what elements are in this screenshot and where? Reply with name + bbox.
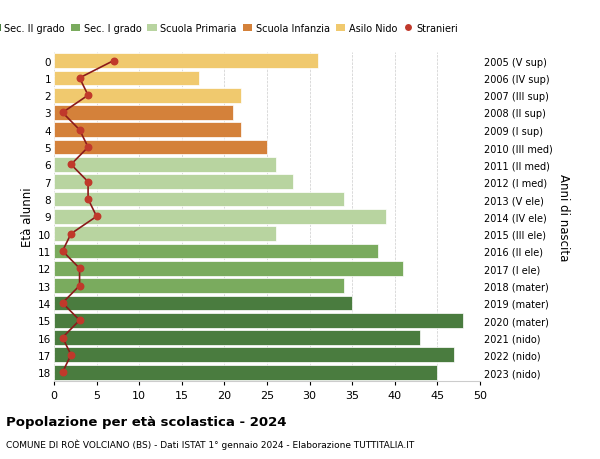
Bar — [54, 89, 241, 103]
Text: Popolazione per età scolastica - 2024: Popolazione per età scolastica - 2024 — [6, 415, 287, 428]
Bar — [54, 244, 378, 259]
Point — [58, 334, 67, 341]
Bar — [54, 227, 275, 241]
Bar — [54, 348, 454, 363]
Y-axis label: Età alunni: Età alunni — [21, 187, 34, 246]
Point — [58, 369, 67, 376]
Point — [83, 144, 93, 151]
Legend: Sec. II grado, Sec. I grado, Scuola Primaria, Scuola Infanzia, Asilo Nido, Stran: Sec. II grado, Sec. I grado, Scuola Prim… — [0, 20, 461, 38]
Bar — [54, 365, 437, 380]
Point — [75, 265, 85, 272]
Bar — [54, 175, 293, 190]
Bar — [54, 158, 275, 173]
Bar — [54, 123, 241, 138]
Bar — [54, 71, 199, 86]
Point — [75, 282, 85, 290]
Point — [75, 127, 85, 134]
Bar — [54, 210, 386, 224]
Point — [58, 248, 67, 255]
Bar — [54, 279, 344, 293]
Y-axis label: Anni di nascita: Anni di nascita — [557, 174, 569, 260]
Point — [58, 110, 67, 117]
Point — [75, 317, 85, 324]
Point — [92, 213, 101, 220]
Bar — [54, 54, 318, 69]
Point — [83, 179, 93, 186]
Bar — [54, 261, 403, 276]
Bar — [54, 192, 344, 207]
Text: COMUNE DI ROÈ VOLCIANO (BS) - Dati ISTAT 1° gennaio 2024 - Elaborazione TUTTITAL: COMUNE DI ROÈ VOLCIANO (BS) - Dati ISTAT… — [6, 438, 414, 449]
Bar — [54, 296, 352, 311]
Bar — [54, 313, 463, 328]
Point — [83, 92, 93, 100]
Point — [66, 352, 76, 359]
Point — [58, 300, 67, 307]
Point — [83, 196, 93, 203]
Bar — [54, 106, 233, 121]
Point — [75, 75, 85, 82]
Bar — [54, 330, 421, 345]
Point — [66, 230, 76, 238]
Point — [66, 162, 76, 169]
Point — [109, 58, 118, 65]
Bar — [54, 140, 267, 155]
